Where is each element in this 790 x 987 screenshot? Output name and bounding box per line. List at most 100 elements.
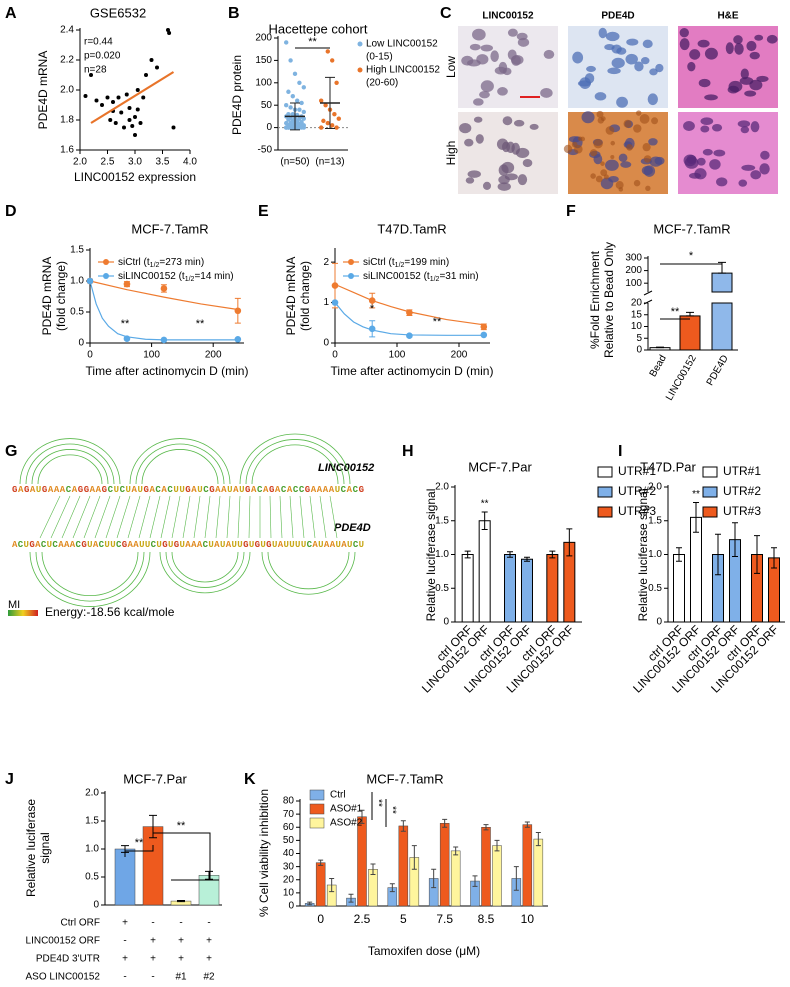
nucleus bbox=[501, 161, 515, 174]
point bbox=[100, 103, 104, 107]
table-cell: - bbox=[123, 936, 126, 947]
bar bbox=[711, 272, 733, 293]
nucleus bbox=[700, 117, 714, 125]
legend-label: UTR#1 bbox=[723, 464, 761, 478]
energy-label: Energy:-18.56 kcal/mole bbox=[45, 605, 175, 619]
point bbox=[321, 118, 326, 124]
error-bar bbox=[370, 863, 376, 875]
nucleus bbox=[655, 63, 664, 73]
stain bbox=[635, 110, 642, 116]
stain bbox=[600, 161, 605, 166]
error-bar bbox=[431, 868, 437, 889]
error-bar bbox=[481, 511, 488, 531]
error-bar bbox=[389, 883, 395, 893]
pair-arc bbox=[41, 551, 139, 596]
y-axis-label: PDE4D mRNA bbox=[40, 257, 54, 336]
legend-label: (0-15) bbox=[366, 52, 393, 63]
legend-marker bbox=[103, 273, 109, 279]
x-tick-label: 10 bbox=[521, 912, 535, 926]
x-tick-label: 8.5 bbox=[478, 912, 495, 926]
legend-label: UTR#1 bbox=[618, 464, 656, 478]
stain bbox=[590, 173, 596, 179]
y-tick-label: 100 bbox=[255, 77, 272, 88]
annotation: n=28 bbox=[84, 65, 107, 76]
pair-line bbox=[116, 495, 131, 539]
nucleus bbox=[473, 116, 483, 123]
bar bbox=[673, 554, 685, 623]
error-bar bbox=[442, 818, 448, 828]
error-bar bbox=[754, 535, 760, 574]
stain bbox=[603, 174, 609, 180]
nucleus bbox=[620, 161, 632, 168]
error-bar bbox=[290, 102, 300, 131]
panel-letter: A bbox=[5, 5, 17, 22]
pair-arc bbox=[251, 444, 339, 485]
point bbox=[123, 280, 131, 288]
annotation: r=0.44 bbox=[84, 37, 113, 48]
point bbox=[83, 94, 88, 98]
nucleus bbox=[684, 156, 699, 169]
point bbox=[133, 115, 137, 119]
y-tick-label: 0 bbox=[656, 617, 662, 628]
error-bar bbox=[325, 76, 335, 129]
significance: ** bbox=[481, 499, 489, 510]
table-cell: + bbox=[150, 954, 156, 965]
nucleus bbox=[598, 27, 607, 39]
nucleus bbox=[497, 182, 511, 191]
x-axis-label: Time after actinomycin D (min) bbox=[331, 364, 494, 378]
nucleus bbox=[605, 159, 619, 171]
pair-line bbox=[50, 495, 71, 539]
y-tick-label: 200 bbox=[625, 265, 642, 276]
legend-marker bbox=[357, 41, 363, 47]
nucleus bbox=[625, 53, 638, 65]
stain bbox=[605, 126, 615, 135]
point bbox=[295, 98, 300, 103]
error-bar bbox=[524, 556, 530, 562]
significance: ** bbox=[121, 318, 130, 330]
nucleus bbox=[648, 138, 658, 146]
stain bbox=[642, 143, 651, 152]
significance: * bbox=[689, 250, 694, 262]
x-axis-label: Time after actinomycin D (min) bbox=[86, 364, 249, 378]
nucleus bbox=[510, 54, 524, 65]
nucleus bbox=[616, 47, 627, 55]
legend-label: UTR#2 bbox=[618, 484, 656, 498]
y-tick-label: 0 bbox=[93, 900, 99, 911]
table-cell: + bbox=[150, 936, 156, 947]
table-cell: + bbox=[122, 954, 128, 965]
error-bar bbox=[771, 547, 777, 569]
rna-label: LINC00152 bbox=[318, 462, 374, 474]
y-axis-label: PDE4D mRNA bbox=[36, 51, 50, 130]
error-bar bbox=[400, 820, 406, 832]
nucleus bbox=[504, 173, 518, 181]
point bbox=[89, 73, 93, 77]
pair-arc bbox=[35, 551, 145, 602]
pair-line bbox=[319, 495, 327, 539]
y-tick-label: 2.0 bbox=[648, 482, 662, 493]
point bbox=[286, 125, 291, 130]
point bbox=[133, 133, 137, 137]
point bbox=[319, 98, 324, 103]
bar bbox=[315, 862, 326, 907]
nucleus bbox=[704, 47, 718, 60]
pair-line bbox=[61, 495, 81, 539]
point bbox=[124, 92, 129, 97]
error-bar bbox=[411, 845, 417, 870]
y-axis-label: % Cell viability inhibition bbox=[257, 789, 271, 917]
stain bbox=[593, 138, 603, 149]
point bbox=[325, 49, 330, 54]
stain bbox=[615, 181, 624, 190]
point bbox=[319, 125, 324, 130]
row-label: Low bbox=[444, 56, 458, 78]
row-label: Ctrl ORF bbox=[61, 918, 100, 929]
x-tick-label: 7.5 bbox=[436, 912, 453, 926]
fit-curve bbox=[89, 280, 238, 341]
chart-title: MCF-7.Par bbox=[468, 459, 532, 474]
annotation: p=0.020 bbox=[84, 51, 121, 62]
error-bar bbox=[507, 551, 513, 558]
nucleus bbox=[608, 175, 619, 183]
bar bbox=[481, 827, 491, 907]
error-bar bbox=[329, 877, 335, 893]
nucleus bbox=[496, 138, 509, 150]
pair-line bbox=[94, 495, 111, 539]
